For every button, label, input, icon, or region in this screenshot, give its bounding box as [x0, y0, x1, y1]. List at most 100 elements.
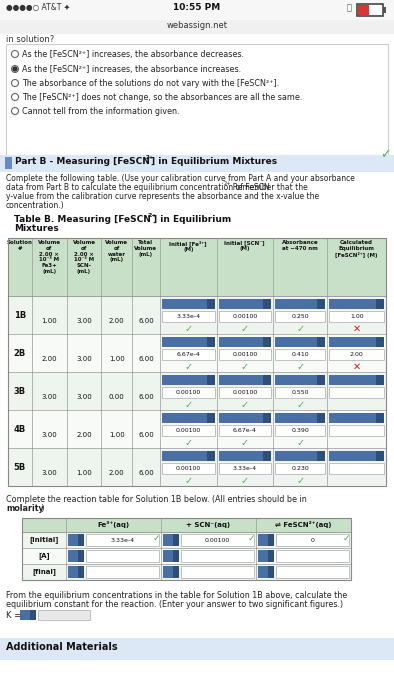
Text: 2.00: 2.00	[76, 432, 92, 438]
Text: 1.00: 1.00	[109, 432, 125, 438]
Bar	[263, 375, 271, 385]
Text: ✓: ✓	[241, 400, 249, 410]
Text: Initial [SCN⁻]
(M): Initial [SCN⁻] (M)	[225, 240, 265, 251]
Text: 2.00: 2.00	[350, 352, 364, 357]
Text: Additional Materials: Additional Materials	[6, 642, 118, 652]
Text: 3.00: 3.00	[41, 393, 57, 400]
Bar	[8, 372, 386, 410]
Bar	[275, 311, 325, 322]
Text: 0.00100: 0.00100	[205, 538, 230, 542]
Bar	[68, 534, 84, 546]
Bar	[181, 534, 254, 546]
Text: As the [FeSCN²⁺] increases, the absorbance increases.: As the [FeSCN²⁺] increases, the absorban…	[22, 65, 241, 74]
Bar	[275, 349, 325, 360]
Text: 6.67e-4: 6.67e-4	[233, 428, 257, 433]
Bar	[276, 534, 349, 546]
Text: ✓: ✓	[296, 438, 304, 448]
Bar	[86, 534, 159, 546]
Text: 2.00: 2.00	[109, 470, 125, 476]
Bar	[22, 548, 351, 564]
Bar	[329, 337, 384, 347]
Bar	[5, 157, 12, 169]
Text: 0.550: 0.550	[292, 390, 309, 395]
Bar	[22, 532, 351, 548]
Bar	[78, 566, 84, 578]
Bar	[219, 425, 271, 436]
Bar	[86, 550, 159, 562]
Text: 2+: 2+	[224, 181, 231, 186]
Bar	[329, 425, 384, 436]
Bar	[329, 463, 384, 474]
Text: Volume
of
2.00 ×
10⁻³ M
SCN-
(mL): Volume of 2.00 × 10⁻³ M SCN- (mL)	[72, 240, 95, 274]
Bar	[268, 550, 274, 562]
Text: Cannot tell from the information given.: Cannot tell from the information given.	[22, 107, 180, 116]
Text: 0.00: 0.00	[109, 393, 125, 400]
Bar	[317, 413, 325, 423]
Text: ✕: ✕	[353, 324, 361, 334]
Text: 4B: 4B	[14, 424, 26, 433]
Bar	[258, 550, 274, 562]
Text: ✓: ✓	[184, 324, 192, 334]
Bar	[276, 550, 349, 562]
Text: 3.00: 3.00	[41, 470, 57, 476]
Text: Initial [Fe³⁺]
(M): Initial [Fe³⁺] (M)	[169, 240, 207, 252]
Text: Solution
#: Solution #	[7, 240, 33, 251]
Bar	[376, 299, 384, 309]
Bar	[206, 299, 215, 309]
Text: 6.00: 6.00	[138, 356, 154, 362]
Text: [final]: [final]	[32, 568, 56, 575]
Text: ✓: ✓	[380, 148, 390, 161]
Bar	[68, 550, 84, 562]
Text: 3B: 3B	[14, 386, 26, 395]
Bar	[376, 337, 384, 347]
Bar	[206, 413, 215, 423]
Bar	[219, 337, 271, 347]
Text: ✓: ✓	[342, 534, 350, 543]
Text: 3.00: 3.00	[41, 432, 57, 438]
Bar	[275, 375, 325, 385]
Bar	[329, 413, 384, 423]
Bar	[22, 518, 351, 580]
Bar	[258, 566, 274, 578]
Bar	[317, 451, 325, 461]
Text: Fe³⁺(aq): Fe³⁺(aq)	[97, 522, 130, 528]
Text: ✓: ✓	[184, 362, 192, 372]
Bar	[8, 238, 386, 486]
Text: The [FeSCN²⁺] does not change, so the absorbances are all the same.: The [FeSCN²⁺] does not change, so the ab…	[22, 93, 302, 102]
Text: equilibrium constant for the reaction. (Enter your answer to two significant fig: equilibrium constant for the reaction. (…	[6, 600, 343, 609]
Bar	[317, 337, 325, 347]
Text: Volume
of
water
(mL): Volume of water (mL)	[105, 240, 128, 262]
Text: ✓: ✓	[296, 476, 304, 486]
Bar	[275, 299, 325, 309]
Bar	[275, 337, 325, 347]
Bar	[206, 375, 215, 385]
Bar	[376, 451, 384, 461]
Bar	[162, 387, 215, 398]
Circle shape	[13, 67, 17, 71]
Bar	[0, 34, 394, 44]
Text: 0.00100: 0.00100	[176, 466, 201, 471]
Bar	[317, 375, 325, 385]
Text: The absorbance of the solutions do not vary with the [FeSCN²⁺].: The absorbance of the solutions do not v…	[22, 79, 279, 88]
Bar	[275, 413, 325, 423]
Bar	[275, 463, 325, 474]
Text: 2.00: 2.00	[41, 356, 57, 362]
Text: 5B: 5B	[14, 463, 26, 472]
Bar	[219, 413, 271, 423]
Bar	[78, 534, 84, 546]
Text: in solution?: in solution?	[6, 35, 54, 44]
Bar	[8, 296, 386, 334]
Text: [A]: [A]	[38, 552, 50, 559]
Bar	[219, 299, 271, 309]
Text: ] in Equilibrium: ] in Equilibrium	[153, 215, 231, 224]
Bar	[219, 349, 271, 360]
Bar	[162, 451, 215, 461]
Bar	[181, 550, 254, 562]
Bar	[20, 610, 36, 620]
Bar	[329, 375, 384, 385]
Bar	[206, 451, 215, 461]
Text: As the [FeSCN²⁺] increases, the absorbance decreases.: As the [FeSCN²⁺] increases, the absorban…	[22, 50, 244, 59]
Bar	[8, 448, 386, 486]
Bar	[78, 550, 84, 562]
Bar	[162, 337, 215, 347]
